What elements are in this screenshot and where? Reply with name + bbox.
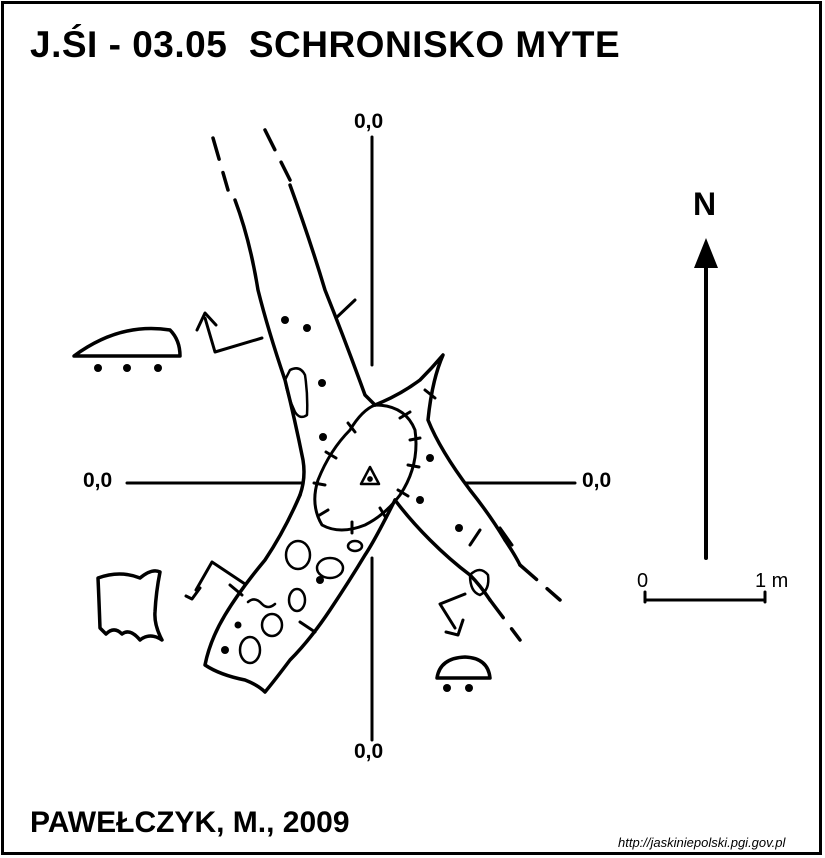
north-label: N [693, 186, 717, 222]
coordinate-grid [125, 135, 577, 742]
scale-bar [643, 590, 767, 604]
scale-end-label: 1 m [755, 570, 789, 592]
rock-outlines [238, 367, 490, 665]
scale-start-label: 0 [637, 570, 649, 592]
debris-dots [221, 316, 463, 654]
profile-rect-icon [96, 569, 164, 642]
coordinate-label-top: 0,0 [354, 110, 384, 133]
wall-ticks [228, 298, 514, 634]
profile-dome-icon [72, 326, 182, 372]
cave-passage-outline [203, 128, 562, 694]
author-credit: PAWEŁCZYK, M., 2009 [30, 806, 350, 839]
coordinate-label-bottom: 0,0 [354, 740, 384, 763]
source-url[interactable]: http://jaskiniepolski.pgi.gov.pl [618, 835, 786, 850]
coordinate-label-left: 0,0 [83, 469, 113, 492]
datum-triangle-icon [359, 465, 381, 486]
profile-small-dome-icon [435, 655, 492, 692]
coordinate-label-right: 0,0 [582, 469, 612, 492]
section-arrow-icon [184, 311, 467, 637]
north-arrow-icon [694, 238, 718, 560]
page-title: J.ŚI - 03.05 SCHRONISKO MYTE [30, 24, 621, 65]
central-chamber [312, 403, 422, 535]
